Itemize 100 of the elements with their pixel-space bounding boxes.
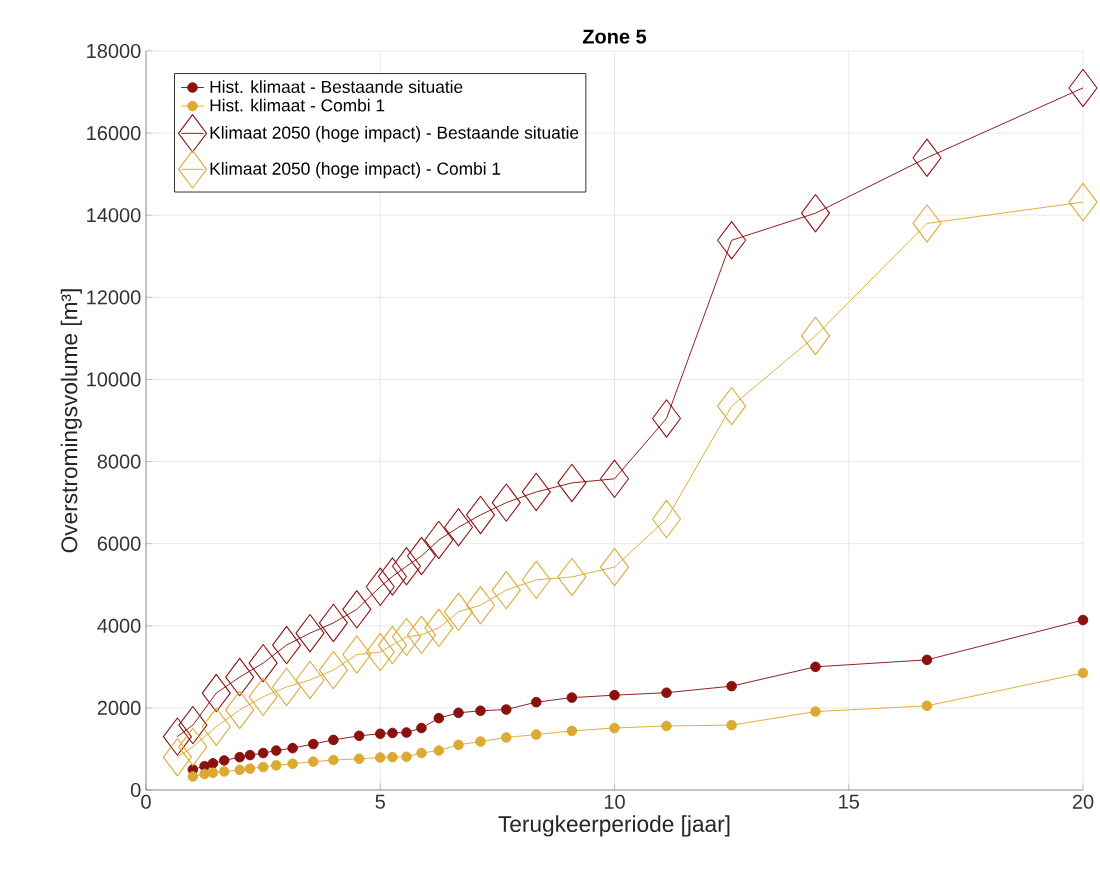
- x-tick-label: 10: [604, 794, 625, 809]
- point: [1068, 182, 1098, 222]
- point: [342, 635, 372, 674]
- point: [225, 690, 255, 730]
- point: [424, 608, 454, 648]
- point: [921, 654, 933, 666]
- point: [800, 316, 831, 356]
- point: [162, 717, 192, 756]
- point: [465, 586, 496, 625]
- point: [234, 764, 245, 776]
- legend-label: Hist. klimaat - Combi 1: [210, 98, 385, 112]
- point: [491, 483, 521, 522]
- point: [178, 727, 208, 767]
- point: [374, 728, 386, 740]
- point: [287, 742, 298, 754]
- point: [599, 547, 630, 587]
- point: [199, 768, 210, 780]
- point: [1077, 614, 1089, 626]
- point: [377, 625, 407, 665]
- point: [491, 570, 521, 610]
- point: [365, 567, 395, 606]
- point: [257, 761, 269, 773]
- y-tick-label: 10000: [87, 372, 141, 387]
- y-tick-label: 18000: [87, 43, 141, 59]
- x-tick-label: 5: [375, 794, 385, 809]
- point: [465, 495, 496, 535]
- point: [912, 138, 942, 177]
- point: [218, 755, 230, 766]
- point: [295, 613, 325, 653]
- point: [661, 687, 672, 698]
- point: [244, 749, 256, 761]
- point: [353, 730, 365, 742]
- point: [225, 657, 255, 697]
- point: [406, 536, 437, 576]
- point: [557, 557, 587, 597]
- y-tick-label: 6000: [97, 536, 141, 551]
- point: [365, 632, 395, 672]
- point: [453, 707, 464, 719]
- point: [401, 727, 412, 738]
- point: [726, 680, 737, 692]
- point: [391, 617, 422, 657]
- point: [307, 738, 319, 750]
- point: [810, 661, 821, 673]
- point: [530, 696, 542, 708]
- point: [609, 689, 620, 701]
- point: [521, 472, 551, 512]
- point: [401, 751, 412, 763]
- point: [387, 751, 398, 763]
- point: [475, 705, 486, 717]
- point: [387, 727, 398, 739]
- point: [1077, 667, 1089, 679]
- y-axis-title: Overstromingsvolume [m³]: [60, 289, 82, 553]
- point: [424, 520, 454, 560]
- point: [248, 677, 278, 717]
- point: [599, 459, 630, 498]
- point: [248, 643, 278, 683]
- point: [566, 725, 578, 737]
- point: [287, 758, 298, 769]
- point: [521, 560, 551, 599]
- point: [566, 692, 578, 703]
- point: [800, 193, 831, 233]
- y-tick-label: 16000: [87, 126, 141, 141]
- point: [501, 704, 512, 715]
- chart-title: Zone 5: [582, 29, 647, 44]
- legend-label: Klimaat 2050 (hoge impact) - Combi 1: [210, 162, 501, 179]
- point: [433, 712, 445, 724]
- point: [353, 753, 365, 765]
- x-axis-title: Terugkeerperiode [jaar]: [498, 815, 730, 837]
- point: [912, 204, 942, 243]
- point: [270, 745, 282, 756]
- point: [557, 463, 587, 503]
- point: [342, 590, 372, 629]
- point: [318, 603, 348, 643]
- x-tick-label: 0: [141, 794, 151, 809]
- point: [162, 737, 192, 777]
- point: [270, 760, 282, 771]
- legend-label: Hist. klimaat - Bestaande situatie: [210, 80, 463, 93]
- point: [416, 747, 427, 759]
- point: [717, 386, 747, 426]
- point: [328, 754, 339, 766]
- point: [810, 706, 821, 717]
- point: [318, 650, 348, 690]
- point: [651, 399, 682, 438]
- point: [1068, 68, 1098, 108]
- point: [207, 758, 219, 769]
- y-tick-label: 4000: [97, 618, 141, 633]
- point: [328, 734, 339, 746]
- point: [416, 722, 427, 734]
- point: [218, 766, 230, 777]
- point: [272, 667, 302, 707]
- point: [244, 763, 256, 774]
- point: [391, 547, 422, 586]
- point: [609, 722, 620, 734]
- point: [201, 673, 231, 713]
- point: [475, 736, 486, 747]
- point: [717, 221, 747, 260]
- point: [661, 720, 672, 732]
- point: [257, 747, 269, 759]
- point: [453, 739, 464, 751]
- point: [443, 508, 474, 547]
